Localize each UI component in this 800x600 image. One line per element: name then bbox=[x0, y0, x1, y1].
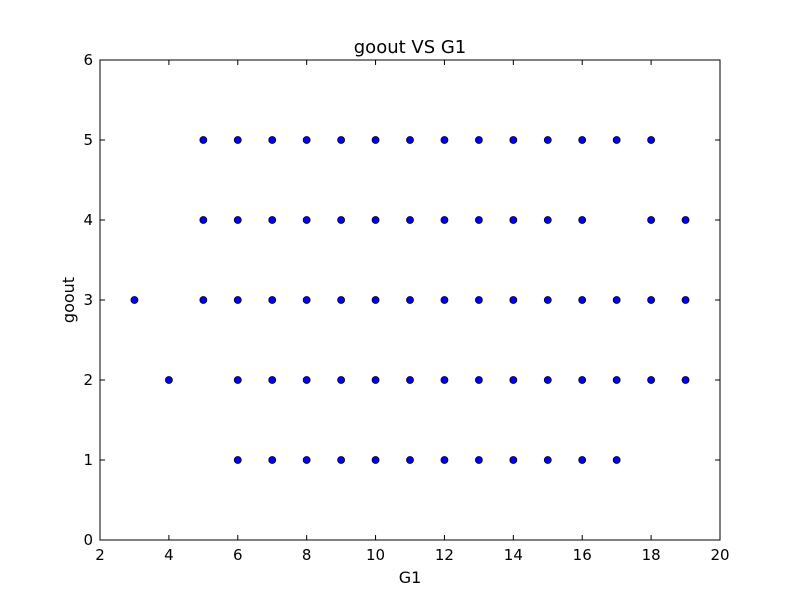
plot-area-frame bbox=[99, 59, 721, 541]
data-point bbox=[164, 376, 173, 384]
x-tick-label: 16 bbox=[573, 546, 592, 564]
data-point bbox=[612, 136, 621, 144]
data-point bbox=[440, 136, 449, 144]
y-tick-label: 2 bbox=[83, 371, 93, 389]
data-point bbox=[509, 376, 518, 384]
data-point bbox=[647, 296, 656, 304]
data-point bbox=[578, 136, 587, 144]
data-point bbox=[337, 136, 346, 144]
data-point bbox=[647, 376, 656, 384]
data-point bbox=[543, 456, 552, 464]
data-point bbox=[371, 296, 380, 304]
data-point bbox=[509, 296, 518, 304]
x-tick-label: 6 bbox=[233, 546, 243, 564]
data-point bbox=[199, 136, 208, 144]
data-point bbox=[268, 376, 277, 384]
data-point bbox=[371, 136, 380, 144]
data-point bbox=[440, 456, 449, 464]
data-point bbox=[406, 456, 414, 464]
y-axis-label: goout bbox=[59, 277, 78, 323]
data-point bbox=[130, 296, 139, 304]
data-point bbox=[302, 136, 311, 144]
data-point bbox=[406, 296, 414, 304]
data-point bbox=[474, 376, 483, 384]
data-point bbox=[578, 376, 587, 384]
data-point bbox=[199, 216, 208, 224]
data-point bbox=[233, 456, 242, 464]
data-point bbox=[578, 296, 587, 304]
x-axis-label: G1 bbox=[399, 568, 422, 587]
data-point bbox=[302, 296, 311, 304]
y-tick-label: 4 bbox=[83, 211, 93, 229]
data-point bbox=[612, 376, 621, 384]
data-point bbox=[268, 216, 277, 224]
y-tick-label: 5 bbox=[83, 131, 93, 149]
data-point bbox=[474, 216, 483, 224]
data-point bbox=[268, 136, 277, 144]
data-point bbox=[509, 136, 518, 144]
data-point bbox=[440, 216, 449, 224]
data-point bbox=[440, 296, 449, 304]
points-layer bbox=[130, 136, 690, 464]
x-tick-label: 18 bbox=[642, 546, 661, 564]
data-point bbox=[681, 296, 690, 304]
data-point bbox=[647, 136, 656, 144]
data-point bbox=[337, 296, 346, 304]
data-point bbox=[233, 296, 242, 304]
data-point bbox=[406, 216, 414, 224]
data-point bbox=[681, 376, 690, 384]
data-point bbox=[612, 296, 621, 304]
y-tick-label: 6 bbox=[83, 51, 93, 69]
x-tick-label: 14 bbox=[504, 546, 523, 564]
data-point bbox=[543, 376, 552, 384]
data-point bbox=[612, 456, 621, 464]
data-point bbox=[474, 456, 483, 464]
data-point bbox=[337, 456, 346, 464]
data-point bbox=[543, 296, 552, 304]
chart-title: goout VS G1 bbox=[354, 37, 467, 58]
y-tick-label: 0 bbox=[83, 531, 93, 549]
x-tick-label: 2 bbox=[95, 546, 105, 564]
data-point bbox=[268, 296, 277, 304]
y-tick-label: 3 bbox=[83, 291, 93, 309]
data-point bbox=[337, 376, 346, 384]
data-point bbox=[681, 216, 690, 224]
y-tick-label: 1 bbox=[83, 451, 93, 469]
data-point bbox=[509, 216, 518, 224]
data-point bbox=[509, 456, 518, 464]
data-point bbox=[371, 456, 380, 464]
x-tick-label: 10 bbox=[366, 546, 385, 564]
x-tick-label: 4 bbox=[164, 546, 174, 564]
data-point bbox=[440, 376, 449, 384]
data-point bbox=[302, 456, 311, 464]
data-point bbox=[233, 136, 242, 144]
x-tick-label: 12 bbox=[435, 546, 454, 564]
data-point bbox=[302, 376, 311, 384]
data-point bbox=[371, 376, 380, 384]
data-point bbox=[474, 136, 483, 144]
x-tick-label: 8 bbox=[302, 546, 312, 564]
data-point bbox=[302, 216, 311, 224]
data-point bbox=[371, 216, 380, 224]
data-point bbox=[647, 216, 656, 224]
data-point bbox=[233, 216, 242, 224]
data-point bbox=[406, 136, 414, 144]
data-point bbox=[199, 296, 208, 304]
data-point bbox=[543, 136, 552, 144]
data-point bbox=[578, 216, 587, 224]
x-tick-label: 20 bbox=[710, 546, 729, 564]
data-point bbox=[233, 376, 242, 384]
data-point bbox=[337, 216, 346, 224]
data-point bbox=[406, 376, 414, 384]
data-point bbox=[474, 296, 483, 304]
data-point bbox=[578, 456, 587, 464]
data-point bbox=[268, 456, 277, 464]
data-point bbox=[543, 216, 552, 224]
